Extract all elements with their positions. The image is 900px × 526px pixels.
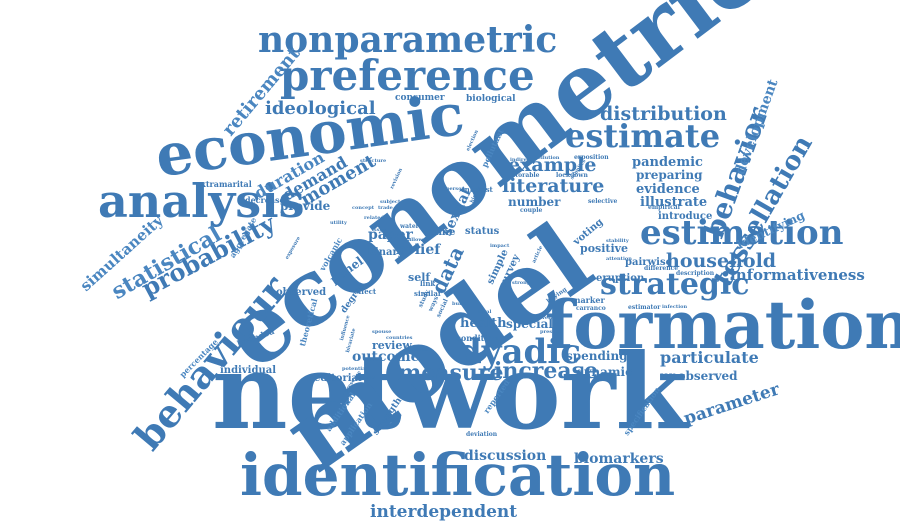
word-trade: trade bbox=[378, 205, 393, 211]
word-concept: concept bbox=[352, 205, 375, 211]
word-ideological: ideological bbox=[265, 98, 376, 119]
word-distribution: distribution bbox=[600, 103, 727, 125]
word-marker: marker bbox=[572, 295, 605, 305]
word-condition: condition bbox=[456, 333, 499, 343]
word-binary: binary bbox=[368, 247, 404, 258]
word-introduce: introduce bbox=[658, 211, 713, 222]
word-measure: measure bbox=[398, 360, 504, 386]
word-network: network bbox=[212, 330, 688, 453]
word-structure: structure bbox=[360, 158, 387, 164]
word-parameter: parameter bbox=[681, 379, 783, 430]
word-biomarkers: biomarkers bbox=[574, 451, 664, 467]
word-depend: depend bbox=[355, 375, 376, 381]
word-self: self bbox=[408, 271, 431, 284]
word-health: health bbox=[460, 316, 507, 331]
word-related: related bbox=[364, 215, 384, 221]
word-status: status bbox=[465, 226, 500, 237]
word-empirical: empirical bbox=[648, 204, 680, 211]
word-example: example bbox=[508, 154, 597, 176]
word-local: local bbox=[478, 309, 492, 315]
word-subject: subject bbox=[380, 199, 401, 205]
word-decrease: decrease bbox=[245, 195, 285, 205]
word-stability: stability bbox=[606, 238, 629, 244]
word-editorial: editorial bbox=[314, 373, 362, 384]
word-eruption: eruption bbox=[596, 273, 645, 284]
word-estimate: estimate bbox=[565, 117, 721, 155]
word-household: household bbox=[666, 250, 777, 272]
word-estimator: estimator bbox=[628, 304, 661, 311]
word-utility: utility bbox=[330, 220, 347, 226]
word-literature: literature bbox=[502, 175, 605, 197]
word-extramarital: extramarital bbox=[196, 179, 252, 189]
word-special: special bbox=[506, 317, 553, 331]
word-preference: preference bbox=[280, 51, 535, 100]
word-belief: belief bbox=[396, 242, 441, 258]
word-paper: paper bbox=[368, 227, 413, 243]
word-estimation: estimation bbox=[640, 213, 844, 253]
word-strategic: strategic bbox=[600, 267, 750, 302]
word-infection: infection bbox=[662, 304, 688, 310]
word-indirect: indirect bbox=[510, 157, 533, 163]
word-exposition: exposition bbox=[574, 154, 609, 161]
word-lockdown: lockdown bbox=[556, 172, 588, 179]
word-informativeness: informativeness bbox=[730, 266, 865, 284]
word-outcome: outcome bbox=[352, 349, 420, 365]
word-build: build bbox=[452, 301, 467, 307]
word-observed: observed bbox=[276, 287, 327, 298]
word-evidence: evidence bbox=[636, 182, 700, 197]
word-selective: selective bbox=[588, 198, 618, 205]
word-similar: similar bbox=[414, 289, 442, 298]
word-interdependent: interdependent bbox=[370, 502, 518, 522]
word-dyadic: dyadic bbox=[458, 332, 581, 372]
word-countries: countries bbox=[386, 335, 413, 341]
word-link: link bbox=[420, 279, 436, 288]
word-effect: effect bbox=[354, 287, 377, 296]
word-deviation: deviation bbox=[466, 431, 498, 438]
word-biological: biological bbox=[466, 94, 516, 104]
word-spending: spending bbox=[566, 349, 628, 363]
word-difference: difference bbox=[644, 265, 679, 272]
word-nonparametric: nonparametric bbox=[258, 19, 558, 61]
word-particulate: particulate bbox=[660, 348, 759, 367]
word-allow: allow bbox=[408, 237, 423, 243]
word-analysis: analysis bbox=[98, 174, 305, 228]
word-consumer: consumer bbox=[395, 93, 445, 103]
word-couple: couple bbox=[520, 207, 543, 214]
word-individual: individual bbox=[220, 365, 277, 376]
word-identification: identification bbox=[240, 441, 676, 509]
word-potential: potential bbox=[342, 366, 368, 372]
word-impact: impact bbox=[490, 243, 510, 249]
word-number: number bbox=[508, 195, 561, 209]
word-several: several bbox=[536, 315, 556, 321]
word-unobserved: unobserved bbox=[660, 369, 738, 383]
word-description: description bbox=[676, 270, 715, 277]
word-provide: provide bbox=[280, 199, 331, 213]
word-spouse: spouse bbox=[372, 329, 392, 335]
word-discussion: discussion bbox=[464, 448, 547, 464]
word-present: present bbox=[540, 329, 562, 335]
word-time: time bbox=[430, 227, 456, 238]
word-pairwise: pairwise bbox=[625, 257, 672, 268]
word-review: review bbox=[372, 339, 412, 352]
word-positive: positive bbox=[580, 242, 629, 255]
word-water: water bbox=[400, 223, 419, 230]
word-increase: increase bbox=[494, 358, 598, 384]
word-absence: absence bbox=[405, 347, 428, 353]
word-carranco: carranco bbox=[576, 305, 606, 312]
word-pollution: pollution bbox=[534, 155, 560, 161]
word-dynamic: dynamic bbox=[576, 365, 633, 379]
word-preparing: preparing bbox=[636, 168, 703, 182]
word-interest: interest bbox=[462, 185, 493, 194]
word-formation: formation bbox=[545, 286, 900, 364]
word-storable: storable bbox=[512, 172, 540, 179]
word-pandemic: pandemic bbox=[632, 155, 703, 170]
word-person: person bbox=[446, 186, 466, 192]
word-strong: strong bbox=[512, 280, 531, 286]
word-attention: attention bbox=[606, 256, 632, 262]
word-illustrate: illustrate bbox=[640, 195, 708, 210]
word-issue: issue bbox=[372, 227, 387, 233]
